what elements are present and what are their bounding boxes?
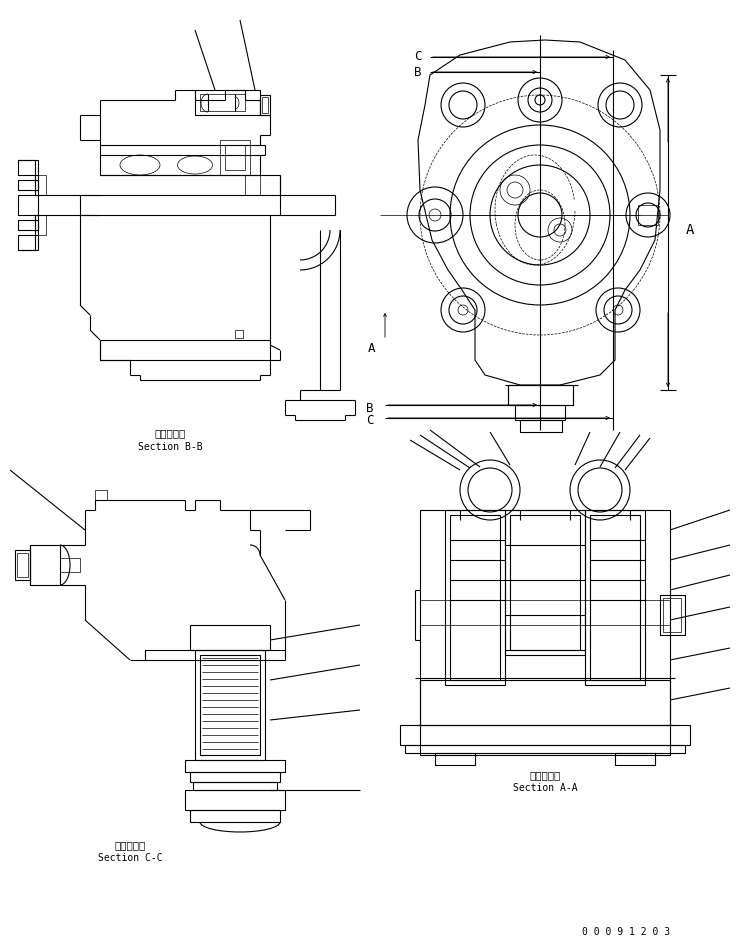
Bar	[510, 515, 580, 650]
Bar	[505, 510, 585, 655]
Text: Section C-C: Section C-C	[98, 853, 163, 863]
Bar	[220, 140, 250, 175]
Bar	[663, 598, 681, 632]
Bar	[195, 650, 265, 760]
Bar	[262, 97, 268, 113]
Text: Section B-B: Section B-B	[138, 442, 202, 452]
Bar	[245, 175, 260, 195]
Bar	[95, 490, 107, 500]
Bar	[235, 330, 243, 338]
Text: Section A-A: Section A-A	[513, 783, 577, 793]
Bar	[615, 753, 655, 765]
Bar	[17, 553, 28, 577]
Bar	[185, 760, 285, 772]
Bar	[18, 180, 38, 190]
Text: C: C	[366, 415, 374, 427]
Text: 断面Ｂ－Ｂ: 断面Ｂ－Ｂ	[154, 428, 186, 438]
Bar	[200, 94, 245, 111]
Bar	[18, 235, 38, 250]
Bar	[660, 595, 685, 635]
Bar	[38, 175, 46, 195]
Bar	[193, 782, 277, 790]
Bar	[18, 160, 38, 175]
Text: A: A	[686, 223, 695, 237]
Bar	[190, 810, 280, 822]
Bar	[200, 655, 260, 755]
Text: B: B	[366, 402, 374, 415]
Bar	[18, 220, 38, 230]
Text: B: B	[414, 65, 421, 78]
Bar	[435, 753, 475, 765]
Bar	[420, 680, 670, 725]
Bar	[190, 625, 270, 650]
Text: 断面Ｃ－Ｃ: 断面Ｃ－Ｃ	[114, 840, 145, 850]
Bar	[190, 772, 280, 782]
Bar	[185, 790, 285, 810]
Bar	[450, 515, 500, 680]
Bar	[400, 725, 690, 745]
Text: 断面Ａ－Ａ: 断面Ａ－Ａ	[530, 770, 561, 780]
Bar	[15, 550, 30, 580]
Bar	[18, 195, 38, 215]
Bar	[30, 545, 60, 585]
Bar	[60, 558, 80, 572]
Text: 0 0 0 9 1 2 0 3: 0 0 0 9 1 2 0 3	[582, 927, 670, 937]
Bar	[405, 745, 685, 753]
Bar	[445, 510, 505, 685]
Bar	[195, 90, 260, 115]
Bar	[515, 405, 565, 420]
Bar	[225, 145, 245, 170]
Bar	[420, 510, 670, 755]
Text: C: C	[414, 51, 421, 63]
Bar	[590, 515, 640, 680]
Bar	[38, 215, 46, 235]
Text: A: A	[369, 341, 376, 355]
Bar	[585, 510, 645, 685]
Bar	[508, 385, 573, 405]
Bar	[520, 420, 562, 432]
Bar	[260, 95, 270, 115]
Bar	[638, 205, 658, 225]
